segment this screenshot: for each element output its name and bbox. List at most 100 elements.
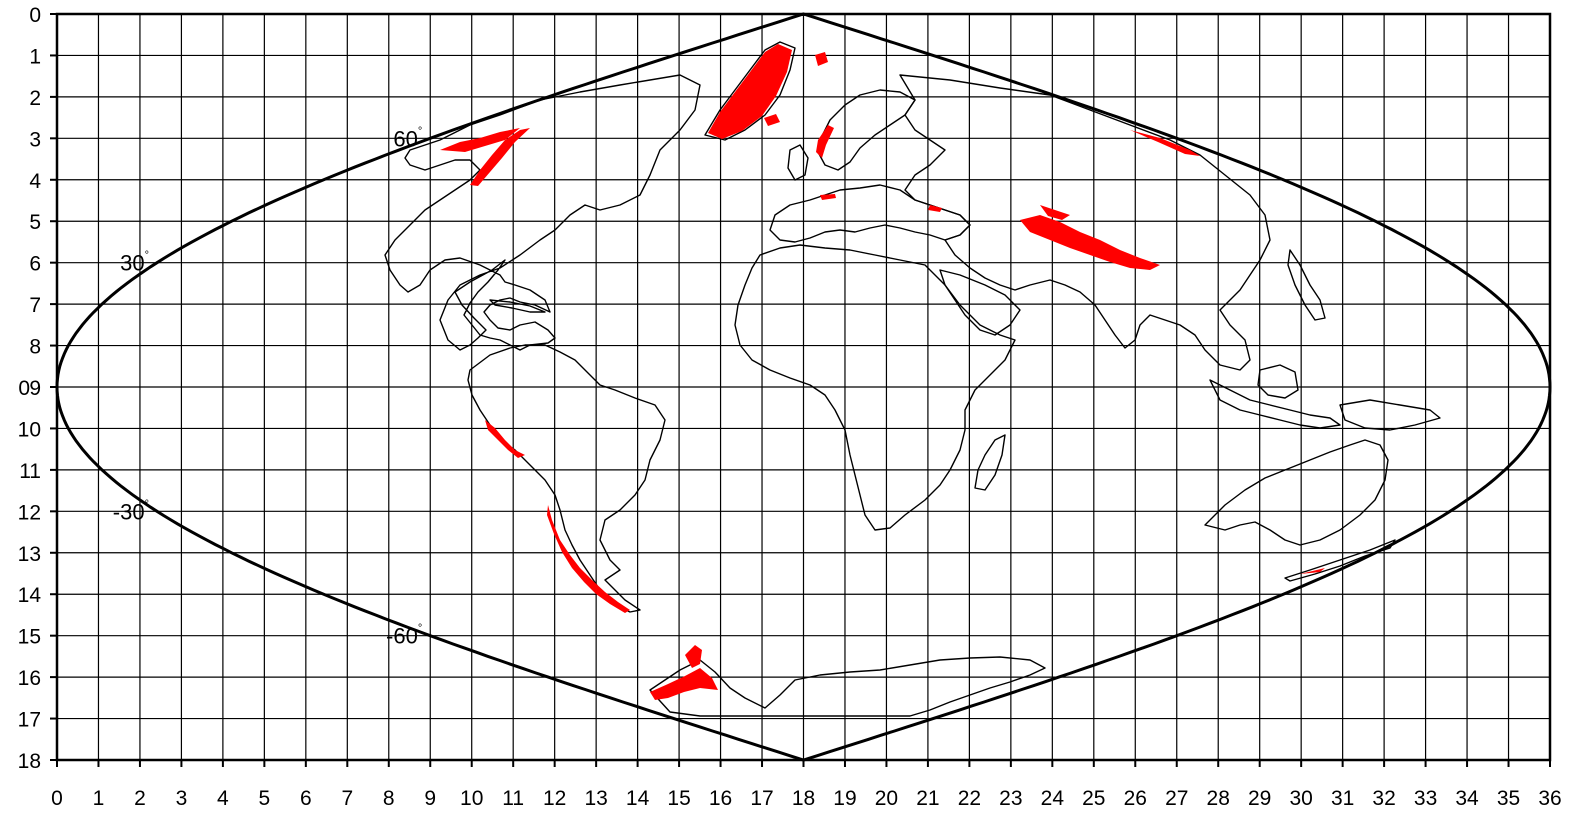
x-tick-label: 20 [875,787,898,810]
y-tick-label: 16 [18,667,41,690]
highlight-iceland [764,114,780,126]
x-tick-label: 26 [1124,787,1147,810]
coastline-cuba [489,299,546,313]
x-tick-label: 13 [584,787,607,810]
x-tick-label: 16 [709,787,732,810]
y-tick-label: 9 [29,377,41,400]
coastline-arabia [939,269,1021,336]
highlight-himalaya [1020,215,1160,270]
x-tick-label: 2 [134,787,146,810]
x-tick-label: 7 [341,787,353,810]
latitude-label: 60° [393,125,422,151]
x-tick-label: 23 [999,787,1022,810]
x-tick-label: 19 [833,787,856,810]
y-tick-label: 5 [29,211,41,234]
coastline-borneo [1257,364,1299,399]
x-tick-label: 4 [217,787,229,810]
latitude-labels: 60° 30° -30° -60° [113,125,422,648]
y-tick-label: 14 [18,584,42,607]
grid-lines [57,14,1550,760]
highlighted-regions [440,44,1325,700]
x-tick-label: 9 [424,787,436,810]
latitude-label: 30° [120,250,149,276]
highlight-svalbard [815,52,828,66]
x-tick-label: 1 [93,787,105,810]
x-tick-label: 24 [1041,787,1065,810]
x-tick-label: 22 [958,787,981,810]
y-tick-label: 13 [18,543,41,566]
highlight-caucasus [928,205,942,212]
x-tick-label: 15 [667,787,690,810]
coastline-australia [1204,439,1389,546]
highlight-siberia-north [1130,130,1200,156]
x-tick-label: 27 [1165,787,1188,810]
y-tick-label: 10 [18,418,41,441]
degree-symbol: ° [145,498,149,510]
x-tick-label: 0 [51,787,63,810]
highlight-norway [816,125,834,158]
x-tick-label: 33 [1414,787,1437,810]
highlight-tibet-north [1040,205,1070,220]
coastline-scandinavia [817,89,916,171]
degree-symbol: ° [418,623,422,635]
highlight-alaska-range [470,128,530,186]
y-tick-label: 11 [19,460,41,483]
coastlines [384,41,1441,717]
coastline-asia [899,74,1271,371]
highlight-greenland [708,44,792,139]
x-tick-label: 6 [300,787,312,810]
y-tick-label: 2 [29,87,41,110]
y-tick-label: 0 [29,4,41,27]
x-tick-label: 8 [383,787,395,810]
highlight-alps [820,194,836,200]
x-tick-label: 30 [1289,787,1312,810]
coastline-north-america [384,74,701,351]
coastline-japan [1287,249,1326,321]
x-tick-label: 5 [259,787,271,810]
coastline-south-america [467,344,666,613]
y-tick-label: 3 [29,128,41,151]
coastline-new-guinea [1339,399,1441,431]
y-extra-label: 0 [18,377,30,400]
x-tick-label: 17 [750,787,773,810]
x-tick-label: 3 [176,787,188,810]
latitude-label: -30° [113,498,149,524]
highlight-alaska-north [440,128,520,152]
highlight-antarctic-peninsula-tip [685,645,702,668]
x-tick-label: 12 [543,787,566,810]
coastline-antarctica [649,656,1046,717]
y-tick-label: 8 [29,336,41,359]
y-tick-label: 17 [18,709,41,732]
coastline-madagascar [974,434,1006,491]
x-tick-label: 21 [916,787,939,810]
y-tick-label: 7 [29,294,41,317]
x-tick-label: 36 [1538,787,1561,810]
x-tick-label: 34 [1455,787,1479,810]
x-tick-label: 10 [460,787,483,810]
y-tick-label: 12 [18,501,41,524]
y-tick-label: 6 [29,253,41,276]
coastline-uk [787,144,809,181]
axis-labels: 0 1 2 3 4 5 6 7 8 9 10 11 12 13 14 15 16 17 18 19 20 21 22 23 24… [18,4,1562,810]
x-tick-label: 18 [792,787,815,810]
axis-ticks [50,13,1551,767]
x-tick-label: 28 [1207,787,1230,810]
x-tick-label: 11 [502,787,524,810]
y-tick-label: 1 [29,45,41,68]
highlight-antarctic-peninsula [650,668,718,700]
x-tick-label: 35 [1497,787,1520,810]
coastline-africa [734,244,1016,531]
x-tick-label: 32 [1372,787,1395,810]
y-tick-label: 4 [29,170,41,193]
x-tick-label: 14 [626,787,650,810]
latitude-label: -60° [386,623,422,649]
highlight-new-zealand [1300,568,1325,574]
coastline-greenland [704,41,796,141]
coastline-indonesia [1209,379,1341,429]
degree-symbol: ° [418,125,422,137]
highlight-andes-north [485,420,525,458]
x-tick-label: 31 [1331,787,1354,810]
coastline-new-zealand [1284,539,1396,582]
